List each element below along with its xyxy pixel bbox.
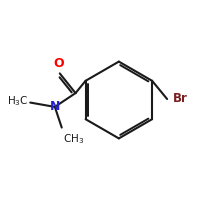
Text: H$_3$C: H$_3$C: [7, 94, 28, 108]
Text: N: N: [50, 100, 60, 113]
Text: Br: Br: [173, 92, 188, 105]
Text: O: O: [53, 57, 64, 70]
Text: CH$_3$: CH$_3$: [63, 132, 84, 146]
